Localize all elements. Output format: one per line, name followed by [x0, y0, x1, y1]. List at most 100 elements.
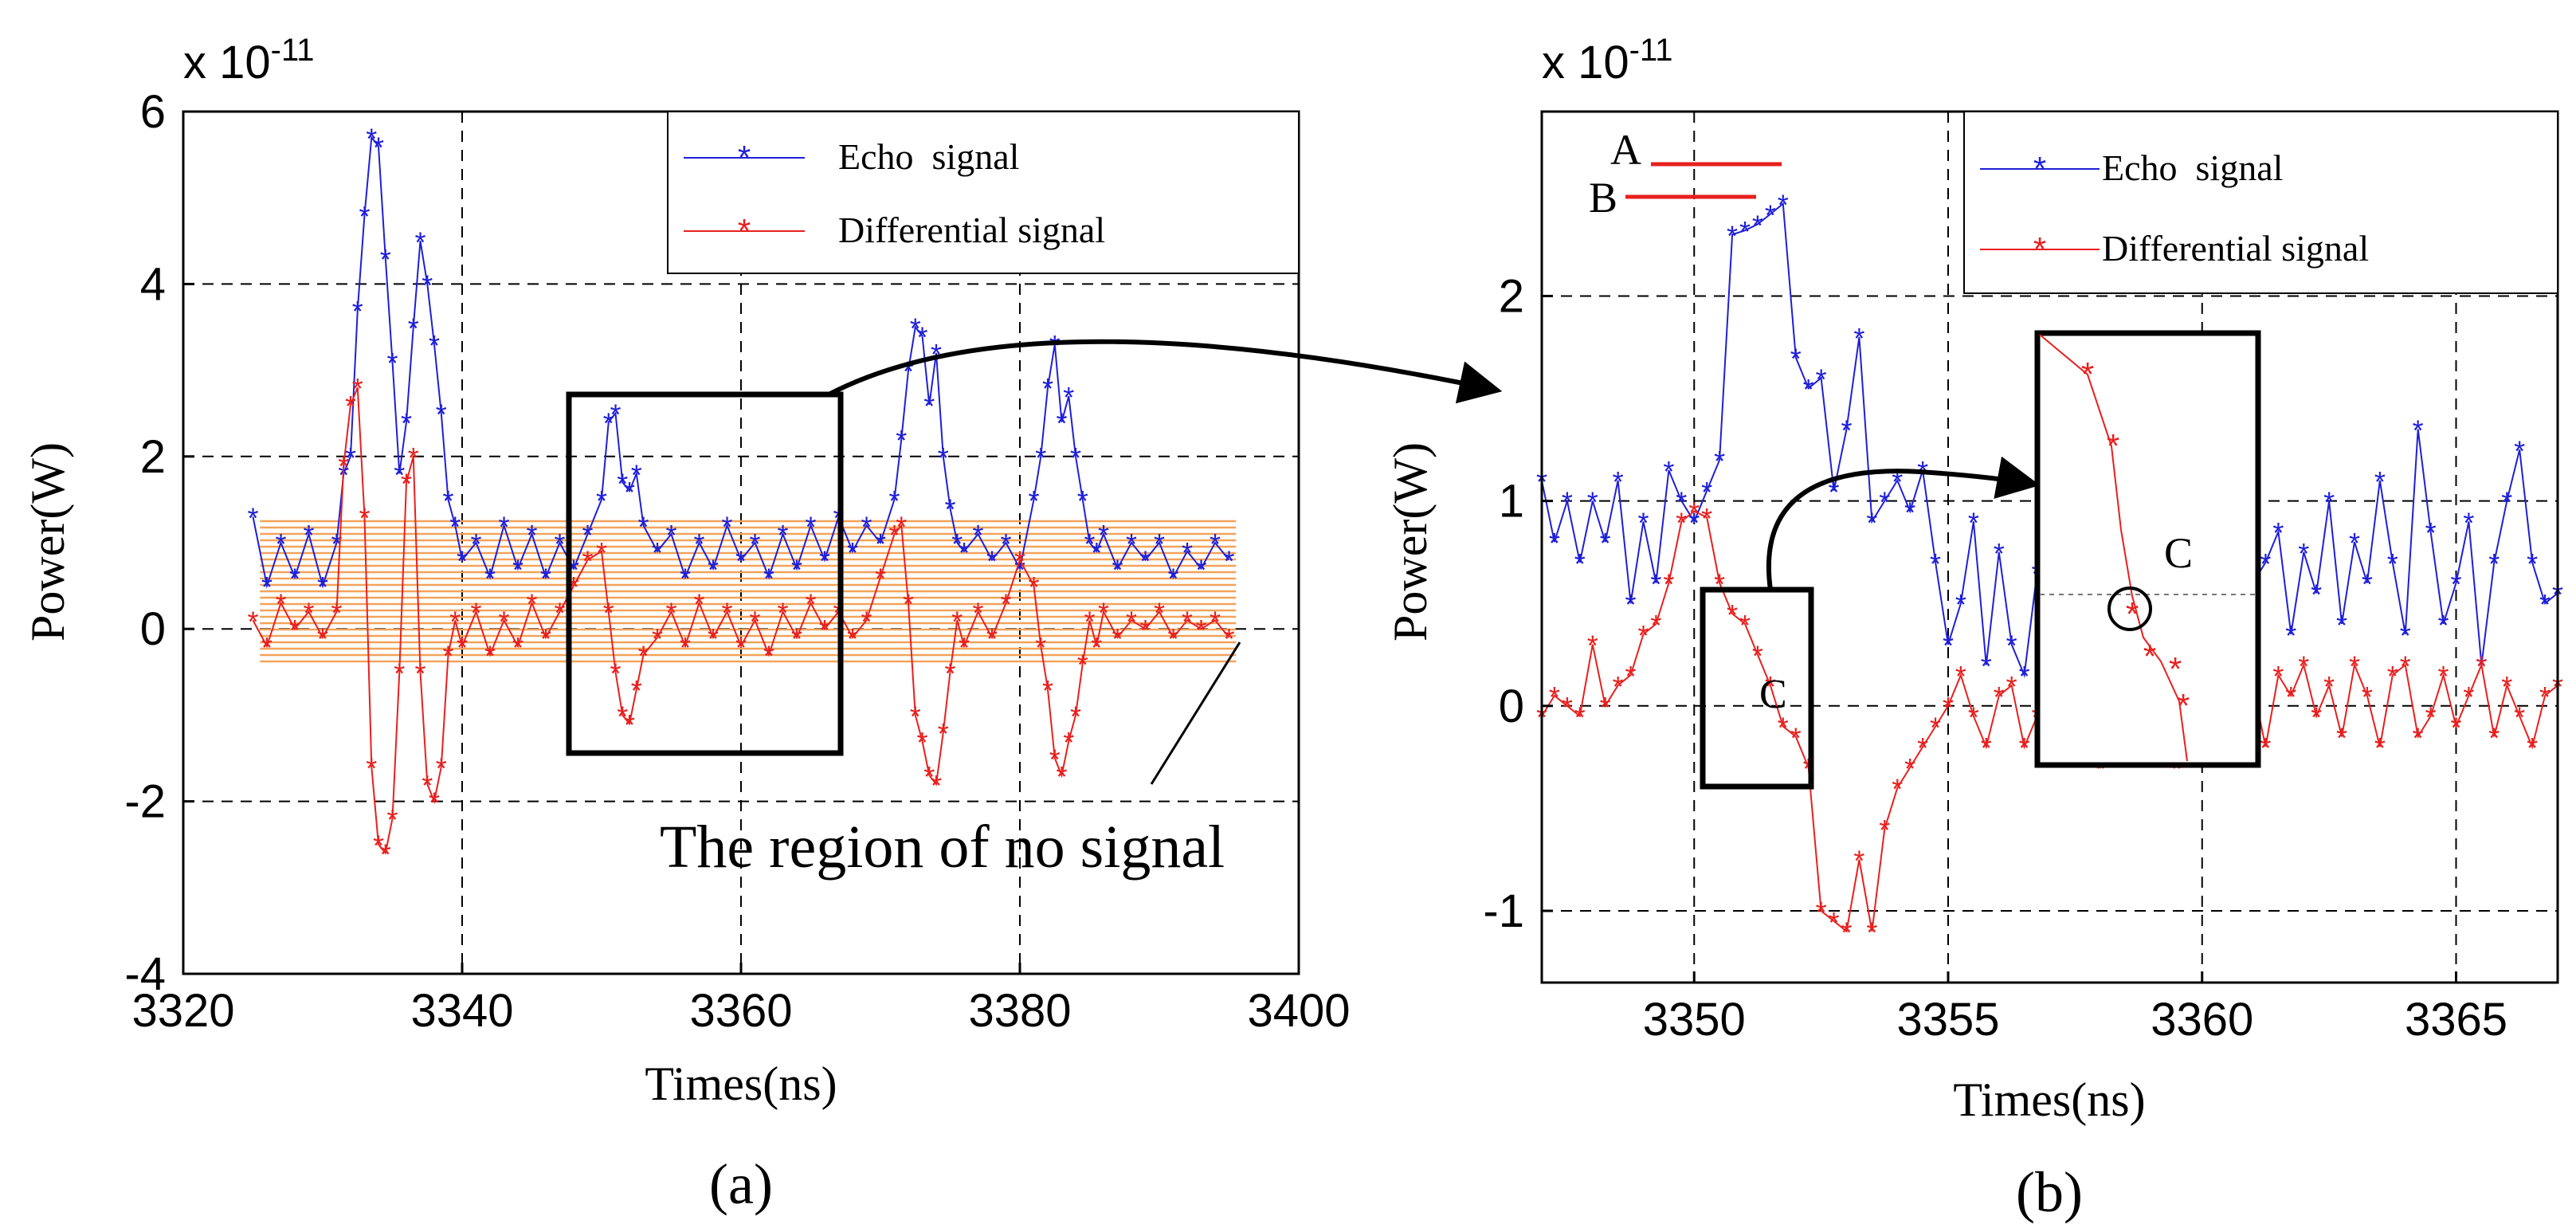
- zoom-box-a: [566, 391, 844, 756]
- data-point: *: [2006, 630, 2017, 662]
- data-point: *: [847, 536, 858, 569]
- data-point: *: [2387, 547, 2398, 580]
- data-point: *: [624, 476, 635, 508]
- inset-curve: [2039, 334, 2188, 762]
- data-point: *: [923, 390, 935, 422]
- series-line: [252, 386, 1230, 855]
- x-tick-label: 3360: [689, 985, 792, 1037]
- data-point: *: [763, 640, 774, 673]
- y-tick-label: 6: [140, 86, 166, 138]
- no-signal-pointer: [1150, 642, 1241, 785]
- data-point: *: [261, 571, 272, 603]
- data-point: *: [1790, 343, 1802, 375]
- data-point: *: [1195, 553, 1206, 586]
- data-point: *: [470, 597, 481, 630]
- data-point: *: [261, 631, 272, 664]
- data-point: *: [1098, 597, 1109, 630]
- data-point: *: [805, 588, 816, 621]
- data-point: *: [1084, 605, 1095, 638]
- data-point: *: [944, 493, 955, 526]
- data-point: *: [2539, 588, 2551, 621]
- data-point: *: [2438, 660, 2449, 693]
- x-tick-label: 3365: [2405, 994, 2507, 1046]
- data-point: *: [721, 510, 732, 543]
- y-axis-label-a: Power(W): [22, 442, 74, 642]
- data-point: *: [2298, 649, 2309, 682]
- data-point: *: [1613, 670, 1624, 703]
- data-point: *: [2298, 537, 2309, 570]
- data-point: *: [951, 528, 963, 560]
- data-point: *: [1904, 752, 1915, 785]
- y-tick-label: -4: [124, 948, 166, 1000]
- data-point: *: [408, 312, 419, 345]
- data-point: *: [1968, 506, 1979, 539]
- data-point: *: [512, 553, 523, 586]
- data-point: *: [2336, 721, 2347, 754]
- data-point: *: [1223, 545, 1234, 578]
- data-point: *: [526, 588, 537, 621]
- data-point: *: [2425, 701, 2437, 734]
- data-point: *: [352, 372, 363, 405]
- data-point: *: [875, 562, 886, 594]
- data-point: *: [2501, 486, 2512, 519]
- data-point: *: [652, 622, 663, 655]
- data-point: *: [1892, 773, 1903, 806]
- data-point: *: [373, 830, 384, 862]
- data-point: *: [665, 597, 676, 630]
- panel-label-a: (a): [709, 1152, 773, 1216]
- data-point: *: [1752, 640, 1763, 673]
- data-point: *: [1028, 485, 1039, 517]
- data-point: *: [2362, 681, 2373, 713]
- data-point: *: [1600, 691, 1611, 724]
- data-point: *: [1000, 528, 1011, 560]
- inset-arrow: [1766, 456, 2041, 590]
- data-point: *: [1917, 732, 1928, 764]
- data-point: *: [436, 398, 447, 431]
- data-point: *: [2488, 721, 2500, 754]
- data-point: *: [1994, 537, 2005, 570]
- y-tick-label: 0: [140, 603, 166, 655]
- data-point: *: [1154, 528, 1165, 560]
- data-point: *: [1112, 622, 1123, 655]
- data-point: *: [1853, 322, 1864, 355]
- y-tick-label: -1: [1483, 885, 1524, 937]
- y-tick-label: 1: [1499, 476, 1524, 528]
- data-point: *: [777, 597, 788, 630]
- data-point: *: [498, 510, 509, 543]
- data-point: *: [1049, 329, 1061, 362]
- y-axis-label-b: Power(W): [1384, 442, 1437, 642]
- data-point: *: [449, 510, 461, 543]
- data-point: *: [777, 519, 788, 551]
- data-point: *: [596, 485, 607, 517]
- data-point: *: [916, 726, 927, 759]
- data-point: *: [1587, 486, 1598, 519]
- data-point: *: [2311, 578, 2322, 610]
- legend-a-echo-label: Echo signal: [838, 136, 1019, 177]
- data-point: *: [1866, 916, 1877, 949]
- data-point: *: [1714, 568, 1725, 601]
- data-point: *: [805, 510, 816, 543]
- x-tick-label: 3360: [2151, 994, 2253, 1046]
- data-point: *: [540, 622, 551, 655]
- x-tick-label: 3355: [1896, 994, 1999, 1046]
- x-tick-label: 3320: [131, 985, 234, 1037]
- data-point: *: [436, 751, 447, 784]
- inset-box: [2034, 330, 2261, 768]
- data-point: *: [986, 622, 998, 655]
- data-point: *: [2349, 649, 2360, 682]
- data-point: *: [2400, 619, 2411, 652]
- data-point: *: [888, 519, 900, 551]
- data-point: *: [2272, 516, 2284, 549]
- data-point: *: [861, 510, 872, 543]
- data-point: *: [317, 571, 328, 603]
- y-tick-label: 0: [1499, 681, 1524, 732]
- data-point: *: [366, 751, 377, 784]
- data-point: *: [1042, 372, 1053, 405]
- data-point: *: [2514, 434, 2525, 467]
- data-point: *: [1223, 622, 1234, 655]
- data-point: *: [819, 545, 830, 578]
- x-tick-label: 3400: [1247, 985, 1350, 1037]
- data-point: *: [1549, 681, 1560, 713]
- data-point: *: [1084, 528, 1095, 560]
- data-point: *: [1112, 553, 1123, 586]
